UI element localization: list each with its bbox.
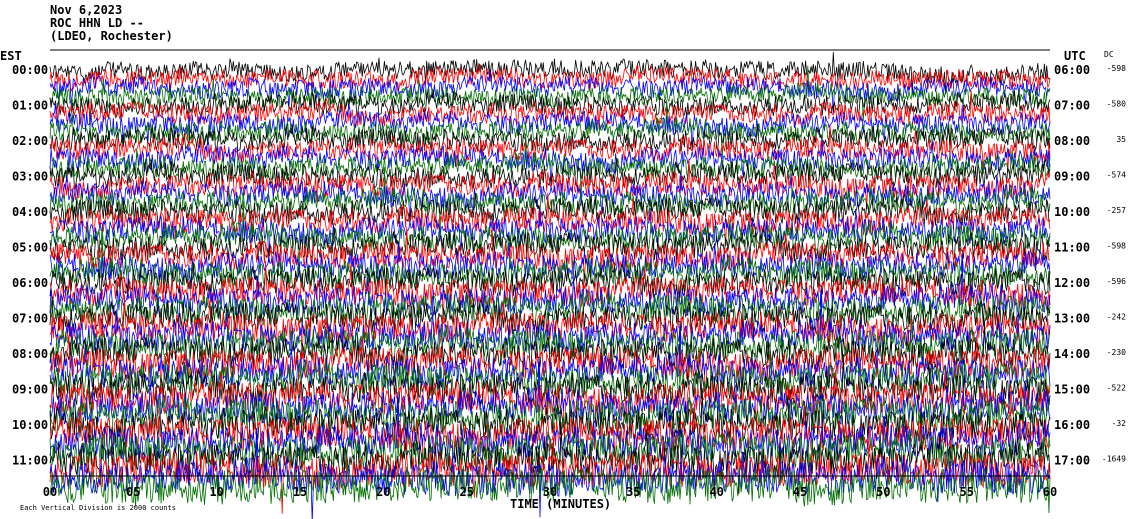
dc-offset-label: -598 — [1107, 64, 1126, 73]
trace-line — [49, 320, 1051, 377]
dc-label: DC — [1104, 50, 1114, 59]
trace-line — [49, 321, 1051, 379]
trace-line — [49, 425, 1051, 477]
x-tick-label: 35 — [626, 485, 640, 499]
utc-hour-label: 06:00 — [1054, 63, 1090, 77]
seismic-traces — [49, 52, 1051, 519]
x-tick-label: 00 — [43, 485, 57, 499]
trace-line — [49, 158, 1051, 210]
trace-line — [49, 192, 1051, 246]
trace-line — [49, 90, 1051, 130]
est-hour-label: 07:00 — [12, 312, 48, 326]
trace-line — [49, 52, 1051, 95]
dc-offset-label: -596 — [1107, 277, 1126, 286]
trace-line — [49, 200, 1051, 271]
utc-hour-label: 14:00 — [1054, 347, 1090, 361]
trace-line — [49, 69, 1051, 114]
footer-note: Each Vertical Division is 2000 counts — [20, 504, 176, 512]
trace-line — [49, 390, 1051, 439]
utc-hour-label: 09:00 — [1054, 170, 1090, 184]
x-axis-ticks: 00 05 10 15 20 25 30 35 40 45 50 55 60 — [43, 485, 1057, 499]
trace-line — [49, 99, 1051, 159]
dc-offset-label: -257 — [1107, 206, 1126, 215]
x-tick-label: 20 — [376, 485, 390, 499]
utc-hour-label: 11:00 — [1054, 241, 1090, 255]
trace-line — [49, 64, 1051, 95]
trace-line — [49, 388, 1051, 458]
dc-labels: -598 -580 35 -574 -257 -598 -596 -242 -230 -522 -3… — [1102, 64, 1126, 464]
dc-offset-label: 35 — [1116, 135, 1126, 144]
utc-hour-label: 08:00 — [1054, 134, 1090, 148]
est-hour-label: 04:00 — [12, 205, 48, 219]
trace-line — [49, 227, 1051, 267]
est-hour-label: 05:00 — [12, 241, 48, 255]
x-tick-label: 30 — [543, 485, 557, 499]
trace-line — [49, 287, 1051, 342]
trace-line — [49, 207, 1051, 263]
x-tick-label: 60 — [1043, 485, 1057, 499]
trace-line — [49, 241, 1051, 300]
trace-line — [49, 261, 1051, 303]
plot-date: Nov 6,2023 — [50, 3, 123, 17]
utc-hour-label: 13:00 — [1054, 312, 1090, 326]
est-hour-label: 06:00 — [12, 276, 48, 290]
utc-hour-label: 12:00 — [1054, 276, 1090, 290]
trace-line — [49, 192, 1051, 230]
est-label: EST — [0, 49, 22, 63]
x-tick-label: 50 — [876, 485, 890, 499]
utc-hour-label: 16:00 — [1054, 418, 1090, 432]
trace-line — [49, 65, 1051, 122]
dc-offset-label: -32 — [1112, 419, 1127, 428]
trace-line — [49, 428, 1051, 519]
x-tick-label: 45 — [793, 485, 807, 499]
trace-line — [49, 259, 1051, 337]
dc-offset-label: -574 — [1107, 171, 1126, 180]
est-hour-label: 08:00 — [12, 347, 48, 361]
trace-line — [49, 459, 1051, 514]
x-tick-label: 40 — [709, 485, 723, 499]
station-code: ROC HHN LD -- — [50, 16, 144, 30]
dc-offset-label: -580 — [1107, 100, 1126, 109]
x-tick-label: 55 — [959, 485, 973, 499]
est-hour-label: 02:00 — [12, 134, 48, 148]
utc-hour-label: 17:00 — [1054, 454, 1090, 468]
utc-labels: 06:00 07:00 08:00 09:00 10:00 11:00 12:00 13:00… — [1054, 63, 1090, 468]
x-axis-label: TIME (MINUTES) — [510, 497, 611, 511]
trace-line — [49, 124, 1051, 173]
est-hour-label: 09:00 — [12, 383, 48, 397]
utc-label: UTC — [1064, 49, 1086, 63]
trace-line — [49, 403, 1051, 477]
trace-line — [49, 226, 1051, 283]
trace-line — [49, 354, 1051, 421]
utc-hour-label: 15:00 — [1054, 383, 1090, 397]
est-hour-label: 10:00 — [12, 418, 48, 432]
est-hour-label: 01:00 — [12, 99, 48, 113]
dc-offset-label: -522 — [1107, 384, 1126, 393]
x-tick-label: 25 — [459, 485, 473, 499]
utc-hour-label: 10:00 — [1054, 205, 1090, 219]
utc-hour-label: 07:00 — [1054, 99, 1090, 113]
dc-offset-label: -242 — [1107, 313, 1126, 322]
est-hour-label: 00:00 — [12, 63, 48, 77]
plot-header: Nov 6,2023 ROC HHN LD -- (LDEO, Rocheste… — [50, 4, 173, 43]
trace-line — [49, 103, 1051, 151]
network-name: (LDEO, Rochester) — [50, 29, 173, 43]
trace-line — [49, 133, 1051, 197]
x-tick-label: 10 — [209, 485, 223, 499]
est-labels: 00:00 01:00 02:00 03:00 04:00 05:00 06:00 07:00… — [12, 63, 48, 468]
dc-offset-label: -230 — [1107, 348, 1126, 357]
est-hour-label: 03:00 — [12, 170, 48, 184]
trace-line — [49, 296, 1051, 340]
x-tick-label: 05 — [126, 485, 140, 499]
x-tick-label: 15 — [293, 485, 307, 499]
dc-offset-label: -1649 — [1102, 455, 1126, 464]
trace-line — [49, 260, 1051, 328]
trace-line — [49, 167, 1051, 234]
trace-line — [49, 89, 1051, 130]
est-hour-label: 11:00 — [12, 454, 48, 468]
dc-offset-label: -598 — [1107, 242, 1126, 251]
trace-line — [49, 421, 1051, 495]
